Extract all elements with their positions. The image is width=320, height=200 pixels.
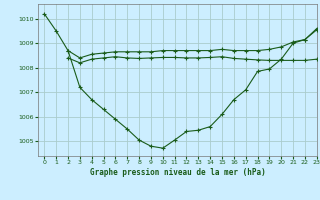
X-axis label: Graphe pression niveau de la mer (hPa): Graphe pression niveau de la mer (hPa) xyxy=(90,168,266,177)
